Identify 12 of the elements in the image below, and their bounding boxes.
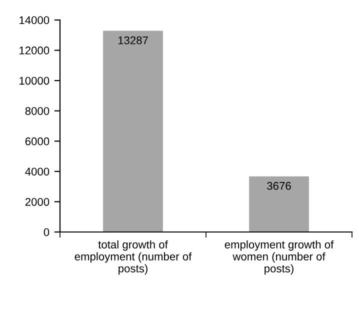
y-tick-label: 2000: [25, 198, 50, 206]
x-tick-label: employment growth of women (number of posts): [224, 240, 334, 275]
data-label: 3676: [267, 182, 291, 190]
x-tick-label: total growth of employment (number of posts): [74, 240, 192, 275]
y-tick-label: 4000: [25, 168, 50, 176]
y-tick-label: 14000: [20, 16, 50, 24]
y-tick-label: 10000: [20, 76, 50, 85]
y-tick-label: 0: [44, 228, 50, 236]
data-label: 13287: [118, 36, 148, 44]
y-tick-label: 8000: [25, 107, 50, 115]
y-tick-label: 12000: [20, 46, 50, 54]
y-tick-label: 6000: [25, 137, 50, 146]
